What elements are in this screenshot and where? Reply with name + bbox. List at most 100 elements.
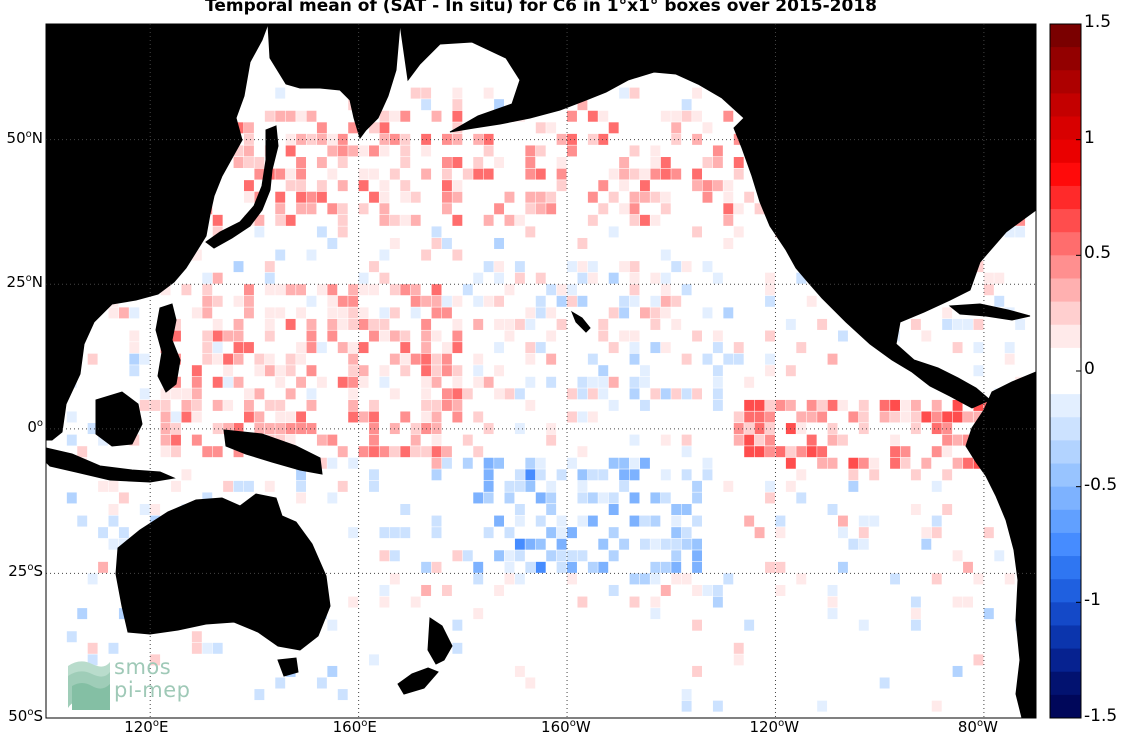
box-cell [296,191,307,203]
box-cell [629,342,640,354]
box-cell [369,654,379,666]
box-cell [650,145,661,157]
box-cell [671,318,682,330]
box-cell [921,330,932,342]
box-cell [838,515,848,527]
box-cell [910,423,921,435]
box-cell [400,342,411,354]
box-cell [171,330,181,342]
box-cell [337,180,348,192]
box-cell [931,573,942,585]
box-cell [369,168,379,180]
box-cell [681,700,692,712]
box-cell [640,399,650,411]
box-cell [296,492,307,504]
box-cell [400,157,411,169]
box-cell [275,214,286,226]
box-cell [98,527,109,539]
box-cell [285,434,296,446]
box-cell [629,191,640,203]
box-cell [504,214,515,226]
box-cell [285,110,296,122]
box-cell [337,342,348,354]
land-new-zealand [397,617,453,695]
box-cell [431,110,442,122]
box-cell [348,527,359,539]
box-cell [629,388,640,400]
box-cell [202,446,213,458]
box-cell [379,376,390,388]
box-cell [494,342,505,354]
box-cell [442,307,452,319]
box-cell [202,642,213,654]
box-cell [473,365,484,377]
box-cell [546,203,557,215]
box-cell [598,376,609,388]
box-cell [660,157,671,169]
box-cell [212,423,223,435]
box-cell [483,527,494,539]
box-cell [514,665,525,677]
box-cell [671,261,682,273]
box-cell [306,365,317,377]
box-cell [348,353,359,365]
box-cell [316,226,327,238]
box-cell [514,388,525,400]
box-cell [379,180,390,192]
box-cell [150,399,161,411]
box-cell [452,365,463,377]
colorbar-swatch [1050,579,1081,603]
box-cell [608,550,619,562]
colorbar-tick-label: -1 [1084,590,1101,611]
box-cell [577,446,588,458]
box-cell [296,168,307,180]
box-cell [389,527,400,539]
box-cell [316,434,327,446]
box-cell [712,330,723,342]
box-cell [379,584,390,596]
box-cell [452,249,463,261]
box-cell [744,411,755,423]
box-cell [640,307,650,319]
box-cell [118,492,129,504]
box-cell [494,261,505,273]
box-cell [619,469,630,481]
box-cell [316,457,327,469]
box-cell [942,504,953,516]
box-cell [181,411,192,423]
box-cell [963,318,973,330]
colorbar-swatch [1050,93,1081,118]
box-cell [546,191,557,203]
lat-label: 25oN [6,273,43,292]
box-cell [87,353,98,365]
box-cell [462,388,473,400]
box-cell [452,399,463,411]
box-cell [504,561,515,573]
box-cell [285,353,296,365]
box-cell [910,608,921,620]
box-cell [264,423,275,435]
box-cell [306,399,317,411]
box-cell [692,110,703,122]
box-cell [681,434,692,446]
box-cell [337,145,348,157]
box-cell [650,272,661,284]
box-cell [900,457,911,469]
box-cell [369,399,379,411]
box-cell [525,157,536,169]
box-cell [723,480,734,492]
box-cell [494,157,505,169]
box-cell [358,318,369,330]
box-cell [785,318,796,330]
box-cell [754,434,765,446]
box-cell [973,342,984,354]
box-cell [671,133,682,145]
box-cell [744,446,755,458]
box-cell [650,168,661,180]
box-cell [285,318,296,330]
box-cell [723,307,734,319]
box-cell [212,399,223,411]
colorbar-swatch [1050,70,1081,94]
box-cell [712,376,723,388]
box-cell [546,550,557,562]
